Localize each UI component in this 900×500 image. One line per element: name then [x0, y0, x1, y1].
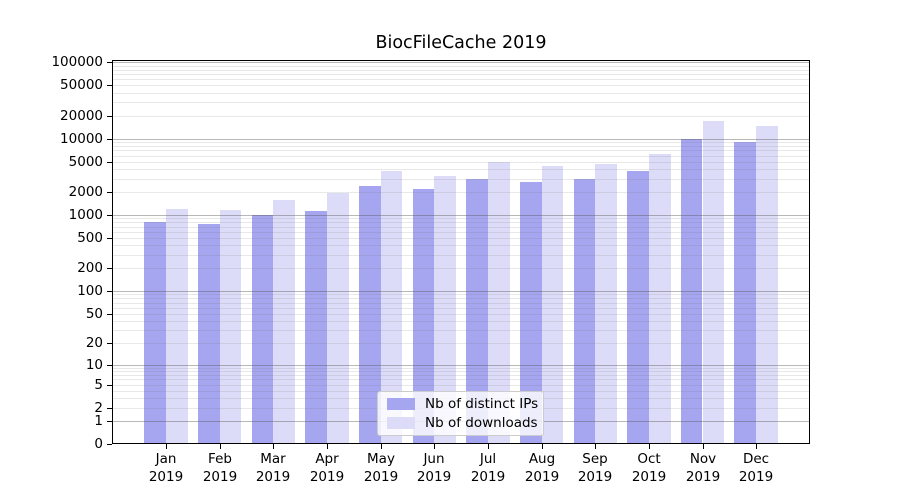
- y-axis-tick-label-1000: 1000: [68, 207, 103, 223]
- y-axis-tick-20: [107, 343, 112, 344]
- x-axis-tick-sep: [595, 444, 596, 449]
- x-axis-tick-label-oct: Oct 2019: [631, 451, 667, 485]
- bar-downloads-aug: [541, 165, 564, 444]
- y-axis-tick-label-5000: 5000: [68, 154, 103, 170]
- bar-distinct-ips-aug: [519, 181, 542, 444]
- x-axis-tick-mar: [273, 444, 274, 449]
- x-axis-tick-label-nov: Nov 2019: [685, 451, 721, 485]
- bar-distinct-ips-oct: [627, 171, 649, 444]
- bar-distinct-ips-jun: [412, 189, 435, 444]
- x-axis-tick-feb: [220, 444, 221, 449]
- x-axis-tick-label-jan: Jan 2019: [148, 451, 184, 485]
- downloads-swatch-icon: [387, 417, 415, 429]
- bar-distinct-ips-feb: [197, 223, 220, 444]
- bar-distinct-ips-jan: [144, 221, 166, 444]
- y-axis-tick-10000: [107, 139, 112, 140]
- legend-label-distinct-ips: Nb of distinct IPs: [425, 395, 539, 412]
- y-axis-tick-5000: [107, 162, 112, 163]
- x-axis-tick-label-aug: Aug 2019: [524, 451, 560, 485]
- x-axis-tick-jan: [166, 444, 167, 449]
- y-axis-tick-label-5: 5: [94, 377, 103, 393]
- x-axis-tick-label-jul: Jul 2019: [470, 451, 506, 485]
- y-axis-tick-label-20000: 20000: [60, 108, 103, 124]
- legend: Nb of distinct IPs Nb of downloads: [377, 391, 544, 436]
- x-axis-tick-nov: [703, 444, 704, 449]
- legend-label-downloads: Nb of downloads: [425, 414, 538, 431]
- y-axis-tick-20000: [107, 116, 112, 117]
- y-axis-tick-label-2000: 2000: [68, 184, 103, 200]
- bar-downloads-dec: [756, 125, 778, 444]
- chart-title: BiocFileCache 2019: [375, 33, 547, 53]
- y-axis-tick-label-1: 1: [94, 413, 103, 429]
- y-axis-tick-5: [107, 385, 112, 386]
- bar-distinct-ips-may: [358, 185, 381, 444]
- bar-downloads-oct: [648, 154, 671, 444]
- y-axis-tick-200: [107, 268, 112, 269]
- x-axis-tick-oct: [649, 444, 650, 449]
- x-axis-tick-aug: [542, 444, 543, 449]
- x-axis-tick-apr: [327, 444, 328, 449]
- y-axis-tick-100: [107, 291, 112, 292]
- y-axis-tick-50: [107, 314, 112, 315]
- y-axis-tick-10: [107, 365, 112, 366]
- bar-distinct-ips-dec: [734, 141, 757, 444]
- bar-downloads-may: [380, 170, 403, 444]
- x-axis-tick-jul: [488, 444, 489, 449]
- y-axis-tick-label-50: 50: [85, 306, 103, 322]
- bar-distinct-ips-nov: [680, 139, 703, 444]
- bars-layer: [112, 60, 810, 444]
- x-axis-tick-jun: [434, 444, 435, 449]
- bar-downloads-jul: [487, 161, 510, 444]
- y-axis-tick-2: [107, 408, 112, 409]
- bar-downloads-nov: [702, 120, 725, 444]
- y-axis-tick-label-20: 20: [85, 335, 103, 351]
- legend-item-downloads: Nb of downloads: [387, 414, 538, 433]
- y-axis-tick-50000: [107, 85, 112, 86]
- y-axis-tick-label-100000: 100000: [51, 54, 103, 70]
- x-axis-tick-label-may: May 2019: [363, 451, 399, 485]
- x-axis-tick-dec: [756, 444, 757, 449]
- bar-distinct-ips-apr: [305, 210, 327, 444]
- bar-distinct-ips-mar: [251, 214, 274, 444]
- y-axis-tick-label-0: 0: [94, 436, 103, 452]
- bar-downloads-sep: [595, 163, 617, 444]
- bar-downloads-apr: [326, 193, 349, 444]
- x-axis-tick-label-apr: Apr 2019: [309, 451, 345, 485]
- bar-distinct-ips-sep: [573, 179, 596, 444]
- y-axis-tick-1: [107, 421, 112, 422]
- x-axis-tick-label-jun: Jun 2019: [416, 451, 452, 485]
- legend-item-distinct-ips: Nb of distinct IPs: [387, 395, 538, 414]
- bar-distinct-ips-jul: [466, 179, 488, 444]
- y-axis-tick-500: [107, 238, 112, 239]
- y-axis-tick-label-10: 10: [85, 357, 103, 373]
- bar-downloads-jun: [434, 176, 456, 444]
- bar-downloads-mar: [273, 199, 295, 444]
- x-axis-tick-label-dec: Dec 2019: [738, 451, 774, 485]
- x-axis-tick-label-mar: Mar 2019: [255, 451, 291, 485]
- y-axis-tick-0: [107, 444, 112, 445]
- y-axis-tick-1000: [107, 215, 112, 216]
- x-axis-tick-label-sep: Sep 2019: [577, 451, 613, 485]
- y-axis-tick-label-2: 2: [94, 400, 103, 416]
- y-axis-tick-label-100: 100: [77, 283, 103, 299]
- y-axis-tick-label-10000: 10000: [60, 131, 103, 147]
- y-axis-tick-100000: [107, 62, 112, 63]
- y-axis-tick-label-200: 200: [77, 260, 103, 276]
- bar-downloads-feb: [219, 209, 242, 444]
- y-axis-tick-label-500: 500: [77, 230, 103, 246]
- distinct-ips-swatch-icon: [387, 398, 415, 410]
- y-axis-tick-label-50000: 50000: [60, 77, 103, 93]
- x-axis-tick-may: [381, 444, 382, 449]
- y-axis-tick-2000: [107, 192, 112, 193]
- x-axis-tick-label-feb: Feb 2019: [202, 451, 238, 485]
- bar-downloads-jan: [166, 208, 188, 444]
